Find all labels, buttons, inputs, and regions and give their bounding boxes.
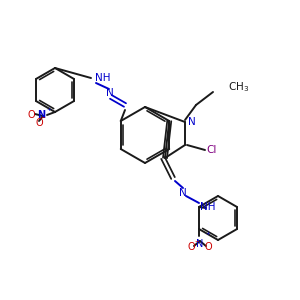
Text: NH: NH — [95, 73, 110, 83]
Text: $^+$: $^+$ — [204, 230, 211, 239]
Text: O: O — [187, 242, 195, 252]
Text: $^-$: $^-$ — [39, 114, 46, 123]
Text: CH$_3$: CH$_3$ — [228, 80, 249, 94]
Text: O: O — [204, 242, 212, 252]
Text: NH: NH — [200, 202, 215, 212]
Text: O: O — [35, 118, 43, 128]
Text: N: N — [179, 188, 187, 198]
Text: N: N — [37, 110, 45, 120]
Text: O: O — [27, 110, 35, 120]
Text: $^+$: $^+$ — [45, 106, 52, 115]
Text: N: N — [188, 117, 196, 127]
Text: N: N — [106, 88, 114, 98]
Text: Cl: Cl — [206, 145, 216, 155]
Text: $^-$: $^-$ — [193, 238, 200, 247]
Text: N: N — [196, 239, 204, 249]
